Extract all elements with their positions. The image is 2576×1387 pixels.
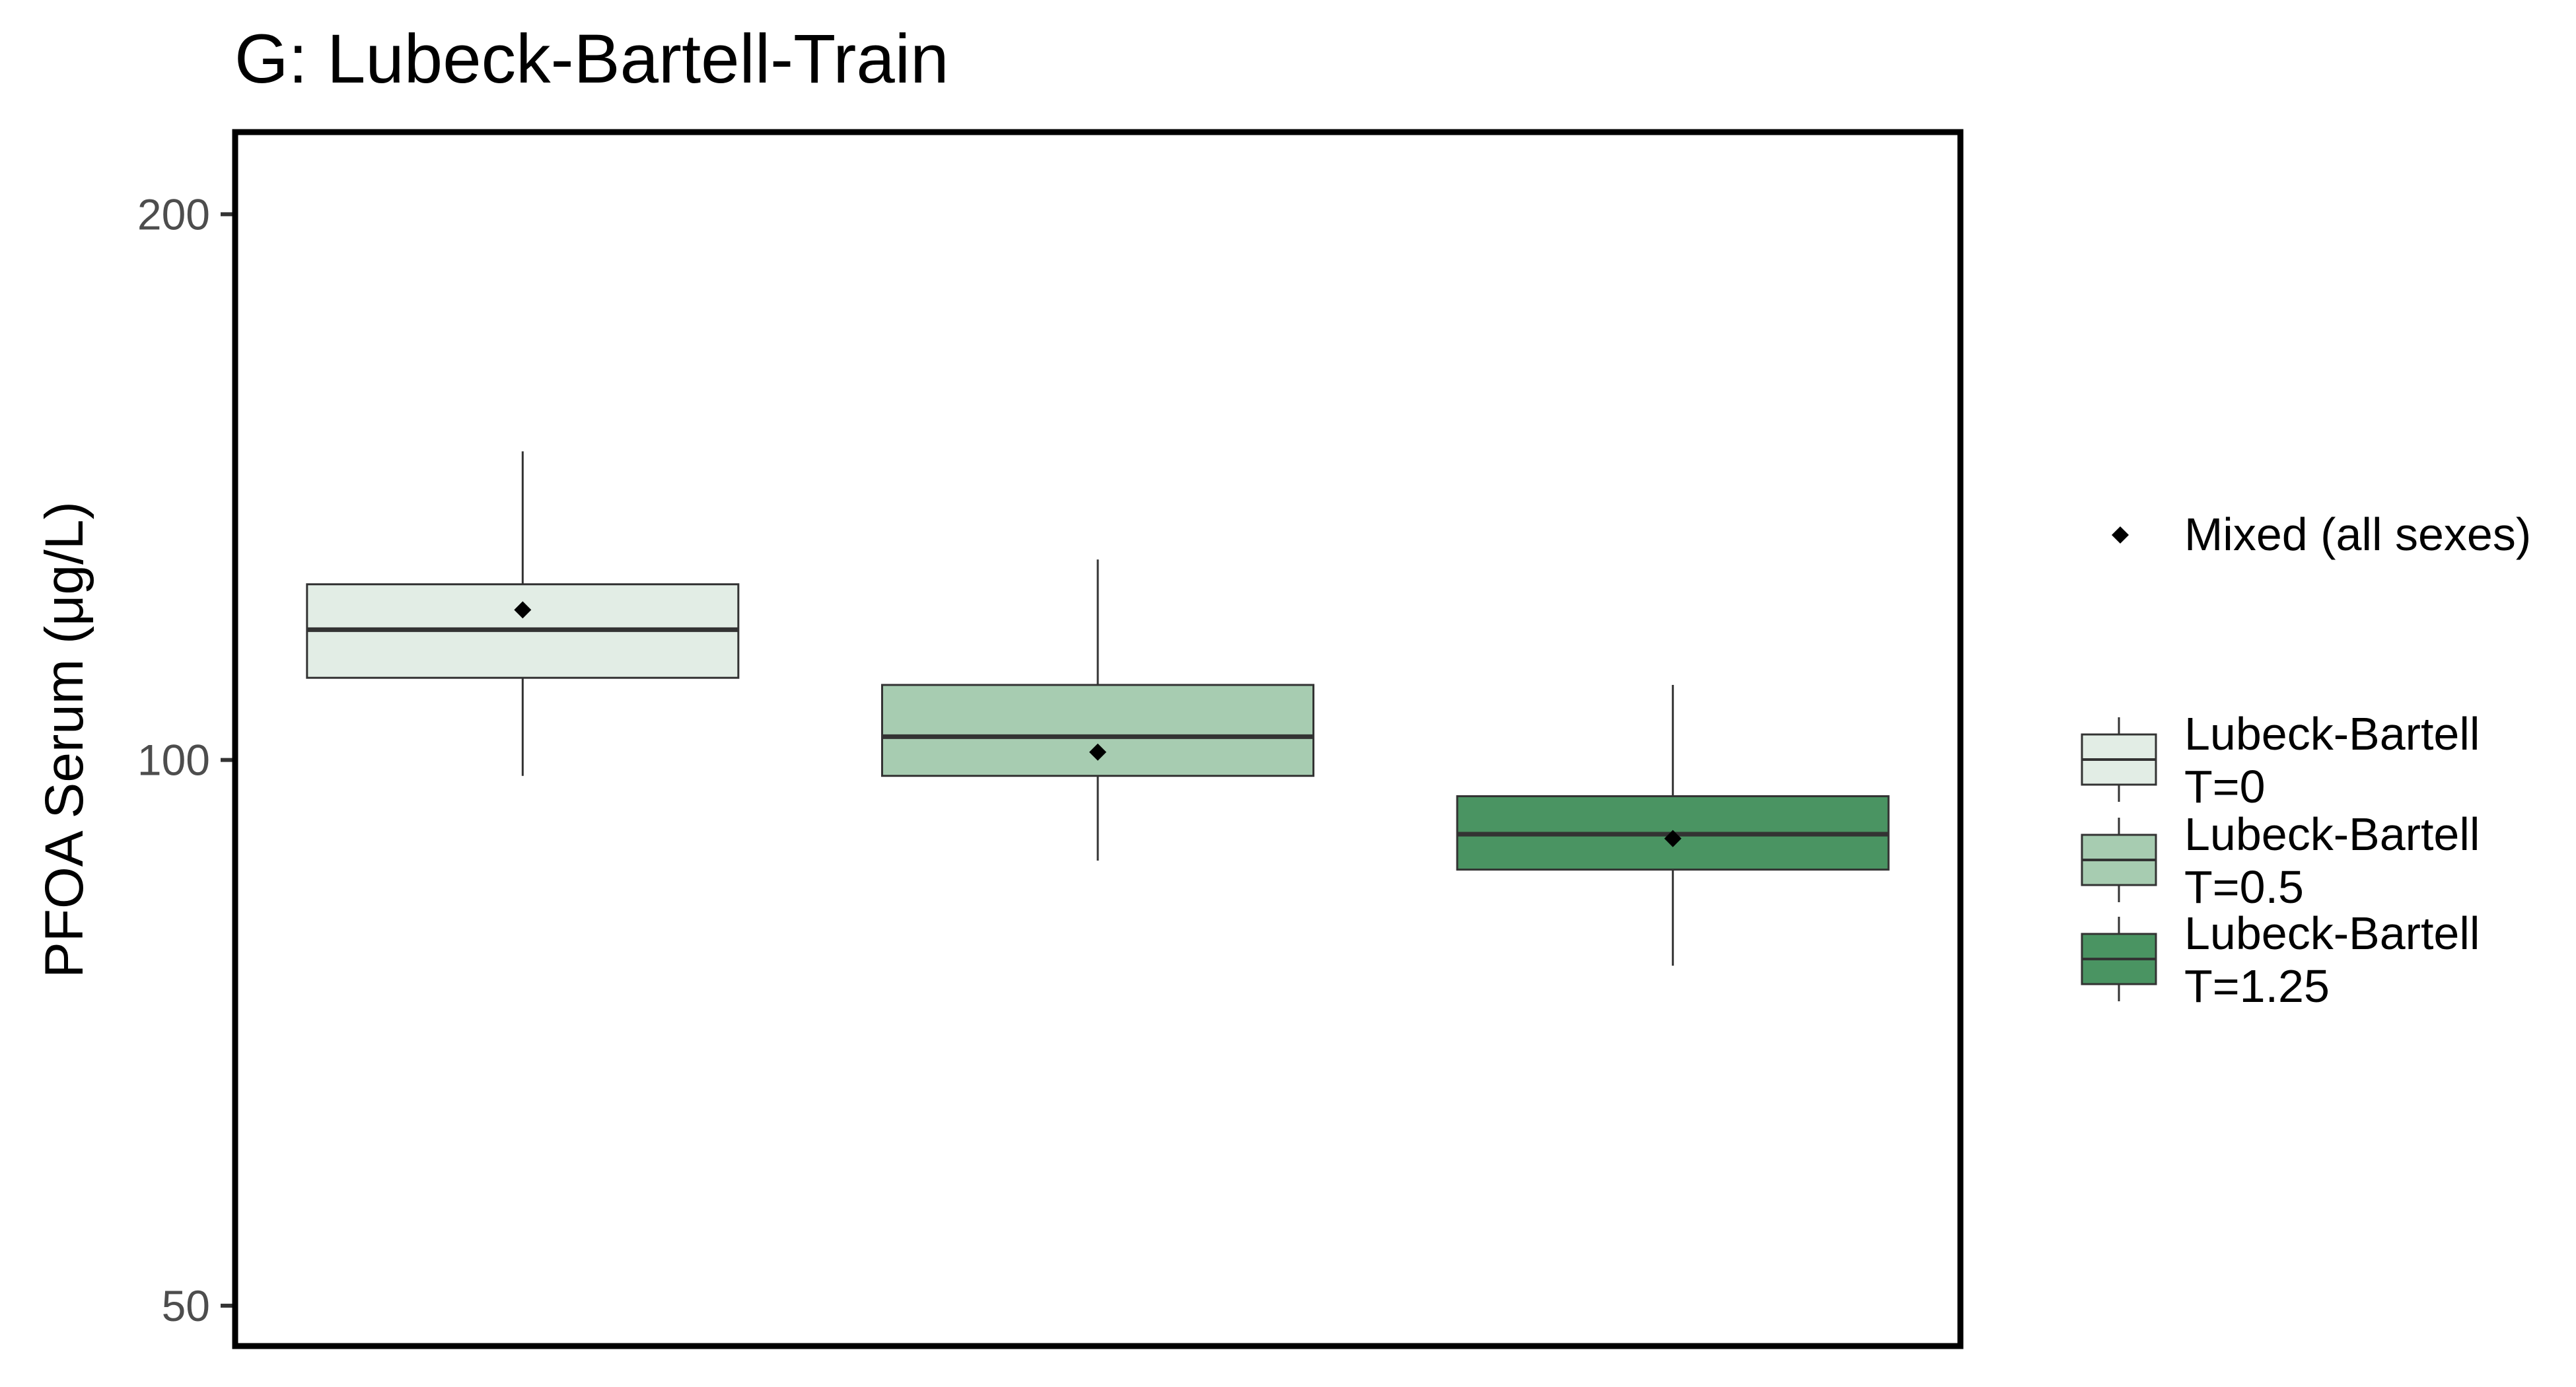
mean-marker [514,601,532,619]
legend: Mixed (all sexes)Lubeck-BartellT=0Lubeck… [2081,509,2531,1012]
legend-label-line1: Lubeck-Bartell [2184,808,2480,860]
y-tick-label-100: 100 [137,736,210,785]
y-tick-label-200: 200 [137,190,210,238]
legend-mean-label: Mixed (all sexes) [2184,509,2531,560]
box-2 [881,559,1314,861]
legend-label-line2: T=1.25 [2184,960,2330,1012]
box-3 [1456,685,1890,966]
mean-marker [1089,743,1106,761]
mean-marker [1664,830,1682,847]
legend-key-3 [2081,917,2157,1001]
legend-label-line1: Lubeck-Bartell [2184,708,2480,760]
box-iqr [881,684,1314,777]
legend-key-1 [2081,717,2157,802]
box-1 [306,451,740,776]
chart-title: G: Lubeck-Bartell-Train [234,20,948,98]
legend-mean-marker [2112,526,2129,544]
legend-label-line2: T=0.5 [2184,861,2304,913]
y-tick-label-50: 50 [162,1281,210,1330]
legend-label-line1: Lubeck-Bartell [2184,907,2480,959]
y-axis-title: PFOA Serum (μg/L) [34,501,94,978]
plot-panel-border [232,129,1964,1349]
legend-label-line2: T=0 [2184,761,2266,812]
legend-key-2 [2081,818,2157,902]
